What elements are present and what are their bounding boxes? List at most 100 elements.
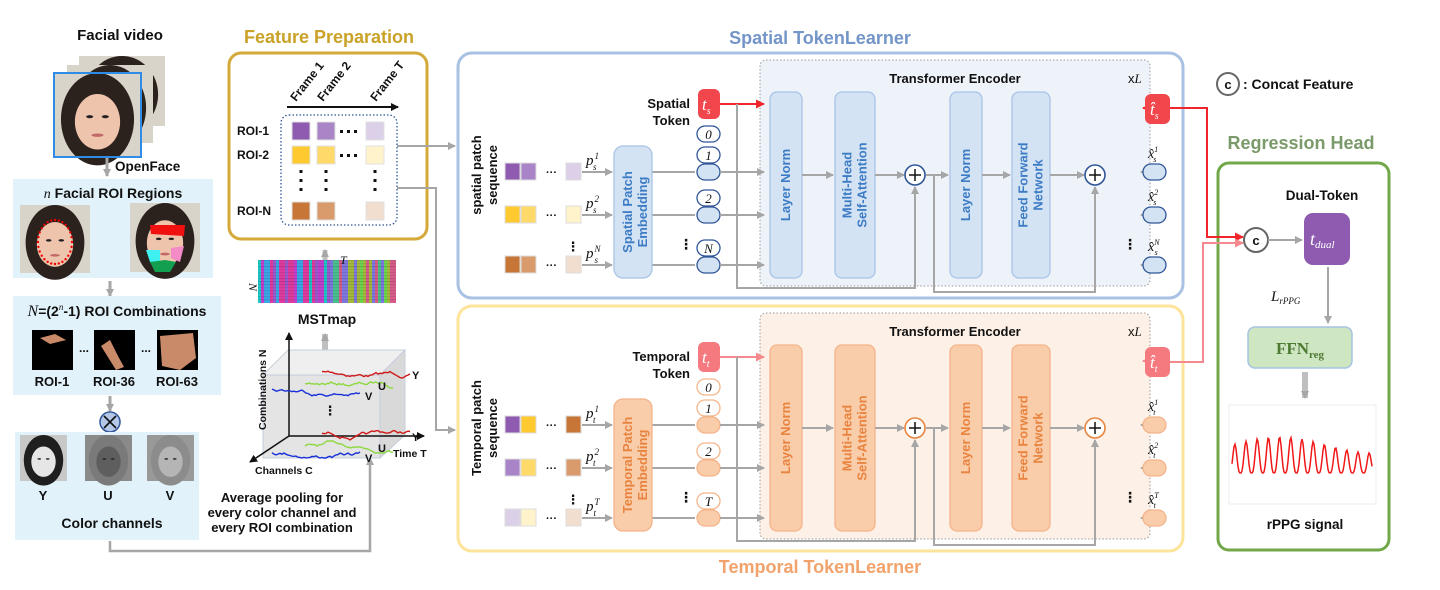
ellipsis-dot [373, 170, 377, 173]
face-skin [74, 94, 121, 150]
encoder-block-label: Feed Forward [1016, 395, 1031, 480]
output-token [1142, 416, 1167, 434]
eye [102, 458, 107, 460]
residual-connection-2 [933, 175, 1099, 293]
patch-label: p1 s [585, 151, 599, 172]
cube-channel-label: V [365, 453, 373, 465]
eye [86, 115, 94, 119]
mstmap-column [279, 260, 282, 303]
output-label: x̂2 s [1147, 188, 1158, 207]
spatial-title: Spatial TokenLearner [729, 28, 911, 48]
mstmap-column [297, 260, 300, 303]
landmark-point [57, 219, 60, 222]
cube-front [262, 374, 381, 459]
position-id-label: N [703, 241, 714, 256]
eye [168, 237, 175, 241]
mstmap-column [333, 260, 336, 303]
mstmap-column [285, 260, 288, 303]
regression-head-title: Regression Head [1227, 133, 1374, 153]
landmark-point [64, 223, 67, 226]
ellipsis-dot [347, 154, 350, 157]
token-var: t [702, 95, 708, 114]
position-id [696, 492, 721, 510]
plus-sign [1089, 169, 1101, 181]
patch-sub: t [594, 508, 597, 518]
output-sub: t [1153, 451, 1156, 460]
mstmap-column [270, 260, 273, 303]
mstmap-column [288, 260, 291, 303]
position-id [696, 146, 721, 164]
position-id-label: 1 [705, 148, 712, 163]
repeat-x: x [1128, 324, 1135, 339]
ellipsis-dot [373, 179, 377, 182]
roi-region-faces [20, 203, 200, 280]
mstmap-column [261, 260, 264, 303]
input-pipeline: Facial video OpenFace n Facial ROI Regio… [13, 27, 374, 553]
mstmap-column [393, 260, 396, 303]
token-symbol: tt [702, 348, 710, 370]
landmark-point [46, 260, 49, 264]
landmark-point [38, 231, 41, 234]
landmark-point [43, 223, 46, 226]
output-var: x̂ [1147, 190, 1155, 205]
patch-cell [565, 162, 582, 181]
landmark-point [37, 235, 40, 239]
patch-label: pT t [585, 497, 601, 518]
roi-frame-cell [316, 145, 336, 165]
output-var: x̂ [1147, 400, 1155, 415]
plus-sign [1089, 422, 1101, 434]
landmark-point [38, 250, 41, 253]
temporal-token-to-concat [1170, 238, 1244, 363]
landmark-point [70, 235, 73, 239]
channel-image-U [85, 435, 132, 486]
encoder-repeat-label: xL [1128, 71, 1142, 86]
token-symbol: ts [702, 95, 711, 117]
patch-var: p [585, 246, 594, 262]
eye [164, 458, 169, 460]
cube-channel-label: V [365, 391, 373, 403]
channel-label: Y [39, 488, 48, 503]
embedded-token [696, 163, 721, 181]
mstmap-axis-t: T [340, 253, 348, 267]
spatial-output-token [1145, 94, 1170, 124]
output-sup: N [1153, 238, 1160, 247]
output-sup: 1 [1154, 145, 1158, 154]
patch-embedding-label: Temporal Patch [620, 417, 635, 514]
patch-ellipsis: ··· [546, 420, 557, 432]
landmark-point [69, 231, 72, 234]
roi-combination-masks: ROI-1 ROI-36 ROI-63...... [32, 330, 198, 389]
encoder-block-2 [834, 344, 876, 532]
patch-label: p1 t [585, 404, 599, 425]
residual-connection-2 [933, 428, 1099, 546]
mstmap-column [294, 260, 297, 303]
roi-frame-cell [365, 145, 385, 165]
eye [110, 458, 115, 460]
ffn-reg-block [1247, 326, 1353, 369]
encoder-block-label: Network [1031, 412, 1046, 464]
eye [37, 458, 42, 460]
residual-connection-1 [736, 357, 919, 542]
encoder-block-label: Self-Attention [855, 142, 870, 227]
patch-cell [520, 458, 537, 477]
mstmap-row [258, 299, 396, 301]
position-id [696, 189, 721, 207]
encoder-title: Transformer Encoder [889, 324, 1021, 339]
encoder-block-3 [949, 344, 983, 532]
output-token [1142, 256, 1167, 274]
output-token-var: t̂ [1150, 100, 1156, 119]
embedded-token [696, 459, 721, 477]
roi-right-cheek [171, 246, 184, 262]
patch-sub: s [595, 255, 599, 265]
mstmap-column [366, 260, 369, 303]
landmark-point [64, 258, 67, 261]
roi-mask-skin [160, 333, 196, 370]
output-rows-ellipsis: ⋮ [1123, 236, 1137, 252]
output-token-sub: t [1155, 364, 1158, 375]
token-var: t [702, 348, 708, 367]
ellipsis-dot [324, 188, 328, 191]
mstmap-column [348, 260, 351, 303]
embedded-token [696, 206, 721, 224]
patch-cell [565, 458, 582, 477]
landmark-point [40, 227, 43, 230]
